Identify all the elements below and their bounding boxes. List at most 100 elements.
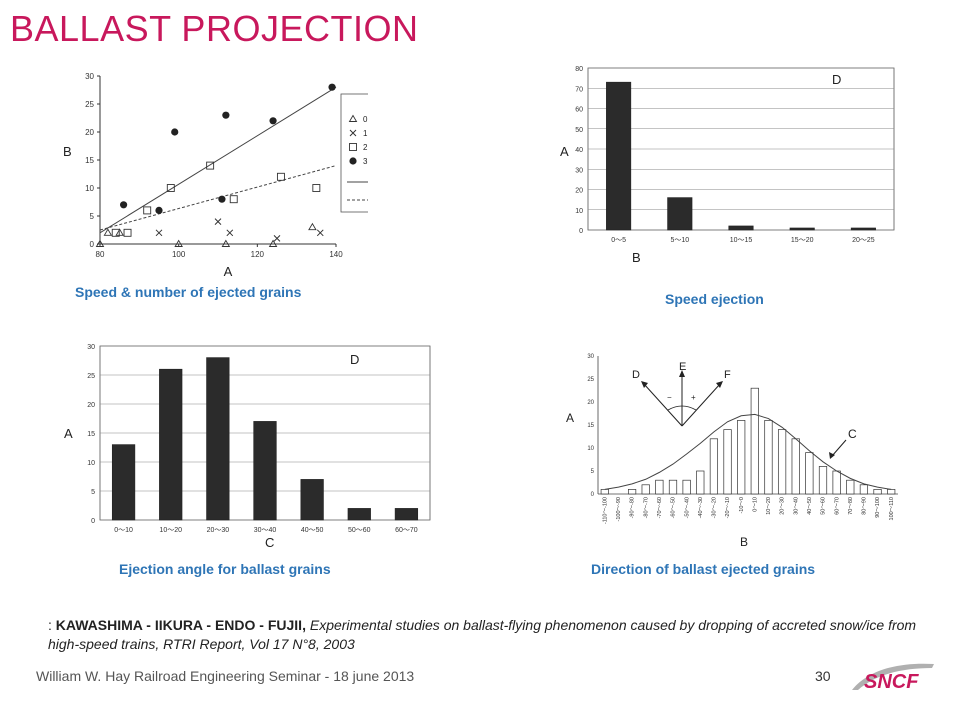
- sncf-logo: SNCF: [848, 660, 938, 694]
- x-tick-label: 10～20: [159, 527, 182, 534]
- x-tick-label: -40～-30: [698, 497, 704, 518]
- x-tick-label: 80: [96, 250, 105, 259]
- x-tick-label: -80～-70: [643, 497, 649, 518]
- data-point: [268, 239, 278, 247]
- x-tick-label: 20～30: [207, 527, 230, 534]
- data-point: [226, 229, 234, 237]
- x-tick-label: 30～40: [254, 527, 277, 534]
- data-point: [221, 239, 231, 247]
- y-tick-label: 30: [87, 344, 95, 351]
- data-point: [273, 235, 281, 242]
- data-point: [218, 195, 226, 203]
- chart-speed-number: 05101520253080100120140ABC0.5kg1kg2kg3kg…: [58, 64, 368, 282]
- bar: [111, 444, 136, 521]
- data-point: [120, 201, 128, 209]
- legend-box: [340, 93, 368, 213]
- data-point: [316, 229, 324, 237]
- bar: [723, 429, 732, 495]
- y-tick-label: 40: [575, 147, 583, 154]
- data-point: [155, 229, 163, 237]
- x-axis-label: A: [224, 264, 233, 279]
- y-tick-label: 15: [87, 431, 95, 438]
- data-point: [166, 184, 175, 192]
- data-point: [103, 228, 113, 236]
- caption-ejection-angle: Ejection angle for ballast grains: [119, 561, 331, 577]
- y-axis-label: A: [566, 411, 574, 425]
- y-tick-label: 5: [591, 469, 595, 475]
- y-tick-label: 25: [587, 377, 594, 383]
- bar: [887, 489, 896, 495]
- data-point: [276, 172, 285, 181]
- x-tick-label: -50～-40: [684, 497, 690, 518]
- x-tick-label: 120: [251, 250, 265, 259]
- caption-speed-ejection: Speed ejection: [665, 291, 764, 307]
- reference-prefix: :: [48, 617, 56, 633]
- bar: [818, 466, 828, 495]
- bar: [709, 438, 719, 495]
- curve-arrow: [831, 439, 847, 457]
- histogram-direction-svg: 0 5 10 15 20 25 30 -110～-100 -100～-90 -90～-80 -80～…: [566, 354, 898, 549]
- y-tick-label: 20: [575, 188, 583, 195]
- scatter-chart-svg: 05101520253080100120140ABC0.5kg1kg2kg3kg…: [63, 72, 368, 279]
- data-point: [269, 117, 277, 125]
- bar: [728, 225, 754, 231]
- y-tick-label: 25: [85, 100, 94, 109]
- x-tick-label: -70～-60: [657, 497, 663, 518]
- inset-angle-arc: [667, 405, 697, 411]
- data-point: [155, 206, 163, 214]
- bar: [347, 508, 371, 521]
- y-axis-label: A: [64, 426, 73, 441]
- x-tick-label: -20～-10: [725, 497, 731, 518]
- x-tick-label: -110～-100: [602, 497, 608, 524]
- y-tick-label: 10: [575, 208, 583, 215]
- inset-label: D: [632, 369, 640, 381]
- bar: [159, 368, 183, 521]
- caption-direction: Direction of ballast ejected grains: [591, 561, 816, 577]
- data-point: [171, 128, 179, 136]
- x-axis-label: B: [632, 250, 641, 265]
- y-tick-label: 25: [87, 373, 95, 380]
- bar: [832, 470, 841, 495]
- bar: [655, 479, 664, 495]
- data-point: [348, 114, 358, 122]
- y-tick-label: 10: [85, 184, 94, 193]
- inset-arrowhead-right: [716, 381, 723, 388]
- bar: [600, 489, 609, 495]
- x-axis-label: C: [265, 535, 274, 550]
- y-axis-label: A: [560, 144, 569, 159]
- y-tick-label: 80: [575, 66, 583, 73]
- x-tick-label: -60～-50: [671, 497, 677, 518]
- data-point: [214, 218, 222, 225]
- bar: [641, 484, 650, 495]
- y-tick-label: 70: [575, 86, 583, 93]
- inset-arrow-right: [681, 383, 721, 427]
- x-tick-label: 40～50: [807, 497, 813, 515]
- bar: [805, 452, 814, 495]
- bar: [606, 81, 632, 231]
- y-axis-label: B: [63, 144, 72, 159]
- sncf-logo-icon: SNCF: [852, 663, 934, 693]
- y-tick-label: 30: [85, 72, 94, 81]
- bar-chart-angle-svg: 0 5 10 15 20 25 30 0～10 10～20 20～30 30～40 40～50 50～6…: [64, 344, 431, 550]
- inset-arrow-left: [643, 383, 683, 427]
- x-tick-label: -30～-20: [712, 497, 718, 518]
- bar: [253, 421, 277, 521]
- data-point: [312, 184, 321, 192]
- x-tick-label: 50～60: [821, 497, 827, 515]
- data-point: [143, 206, 152, 215]
- x-tick-label: -100～-90: [616, 497, 622, 521]
- inset-sign: −: [667, 393, 672, 402]
- x-tick-label: 10～15: [730, 237, 753, 244]
- bar: [668, 479, 678, 495]
- fit-line: [99, 86, 337, 234]
- inset-label: F: [724, 369, 731, 381]
- reference-title: Experimental studies on ballast-flying p…: [48, 617, 917, 652]
- y-tick-label: 50: [575, 127, 583, 134]
- x-tick-label: 0～10: [114, 527, 133, 534]
- legend-label: D: [350, 352, 359, 367]
- bar: [850, 227, 876, 231]
- slide-title: BALLAST PROJECTION: [10, 8, 419, 49]
- x-tick-label: 20～25: [852, 237, 875, 244]
- x-tick-label: 30～40: [793, 497, 799, 515]
- bar-chart-speed-svg: 0 10 20 30 40 50 60 70 80 0～5 5～10 10～15 15～20 20～25 D…: [560, 66, 895, 265]
